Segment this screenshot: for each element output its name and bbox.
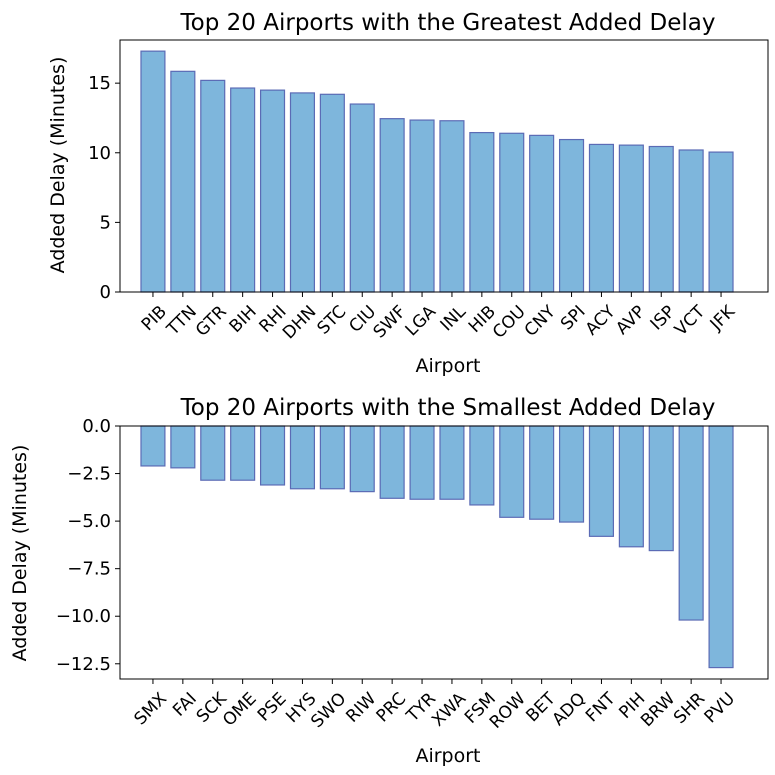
x-tick-label: STC (314, 302, 351, 339)
y-tick-label: −10.0 (56, 606, 111, 627)
bar-hib (469, 131, 495, 293)
bars (140, 50, 734, 293)
bar-bih (230, 87, 256, 293)
x-tick-label: INL (437, 302, 471, 336)
bar-stc (319, 93, 345, 293)
y-tick-label: −12.5 (56, 654, 111, 675)
bar-isp (648, 145, 674, 293)
x-tick-label: SWF (370, 302, 411, 343)
y-tick-label: 15 (88, 73, 111, 94)
x-tick-label: ACY (582, 301, 620, 339)
bar-prc (379, 425, 405, 499)
bar-xwa (439, 425, 465, 500)
bars (140, 425, 734, 669)
x-tick-label: LGA (402, 302, 441, 341)
bar-dhn (289, 92, 316, 293)
x-tick-label: GTR (192, 302, 231, 341)
x-tick-label: PSE (254, 689, 291, 726)
bar-row (499, 425, 525, 518)
bar-avp (618, 144, 644, 293)
chart-smallest-delay: Top 20 Airports with the Smallest Added … (9, 395, 769, 767)
y-tick-label: 0.0 (82, 416, 111, 437)
bar-adq (558, 425, 585, 523)
x-tick-label: PRC (373, 689, 411, 727)
bar-spi (558, 138, 585, 293)
x-tick-label: COU (489, 302, 530, 343)
chart-title: Top 20 Airports with the Smallest Added … (180, 395, 716, 421)
x-tick-label: RIW (342, 689, 380, 727)
bar-lga (409, 119, 435, 293)
bar-ttn (170, 70, 196, 293)
bar-fsm (469, 425, 495, 506)
chart-title: Top 20 Airports with the Greatest Added … (180, 10, 716, 36)
plot-frame (119, 39, 769, 293)
x-tick-label: PVU (701, 689, 739, 727)
bar-swo (319, 425, 345, 490)
bar-pse (259, 425, 286, 486)
bar-hys (289, 425, 316, 490)
x-tick-label: JFK (706, 301, 740, 335)
x-tick-label: VCT (671, 301, 710, 340)
bar-sck (200, 425, 226, 481)
chart-greatest-delay: Top 20 Airports with the Greatest Added … (47, 10, 769, 377)
x-tick-label: TTN (163, 302, 201, 340)
bar-pib (140, 50, 166, 293)
bar-riw (349, 425, 375, 493)
y-tick-label: 5 (100, 212, 111, 233)
y-tick-label: −7.5 (67, 559, 111, 580)
x-tick-label: SHR (670, 689, 709, 728)
bar-acy (588, 143, 615, 293)
bar-vct (678, 149, 704, 293)
bar-pih (618, 425, 644, 548)
bar-fai (170, 425, 196, 469)
bar-shr (678, 425, 704, 621)
bar-smx (140, 425, 166, 467)
bar-ciu (349, 103, 375, 293)
x-tick-label: SMX (131, 689, 172, 730)
x-axis-label: Airport (415, 355, 480, 377)
bar-bet (529, 425, 555, 520)
x-tick-label: PIB (138, 302, 171, 335)
y-axis-label: Added Delay (Minutes) (47, 57, 69, 274)
bar-rhi (259, 89, 286, 293)
x-tick-label: AVP (612, 302, 649, 339)
plot-frame (119, 425, 769, 680)
bar-brw (648, 425, 674, 552)
x-axis-label: Airport (415, 745, 480, 767)
y-tick-label: 0 (100, 282, 111, 303)
x-tick-label: BIH (226, 302, 261, 337)
bar-jfk (708, 151, 734, 293)
bar-swf (379, 118, 405, 293)
bar-fnt (588, 425, 615, 537)
x-tick-label: CNY (521, 301, 560, 340)
y-tick-label: −2.5 (67, 464, 111, 485)
y-tick-label: 10 (88, 143, 111, 164)
bar-ome (230, 425, 256, 481)
bar-cou (499, 132, 525, 293)
x-tick-label: FNT (582, 688, 620, 726)
bar-pvu (708, 425, 734, 669)
bar-inl (439, 120, 465, 293)
bar-gtr (200, 79, 226, 293)
y-axis-label: Added Delay (Minutes) (9, 445, 31, 662)
bar-cny (529, 134, 555, 293)
bar-tyr (409, 425, 435, 500)
y-tick-label: −5.0 (67, 511, 111, 532)
